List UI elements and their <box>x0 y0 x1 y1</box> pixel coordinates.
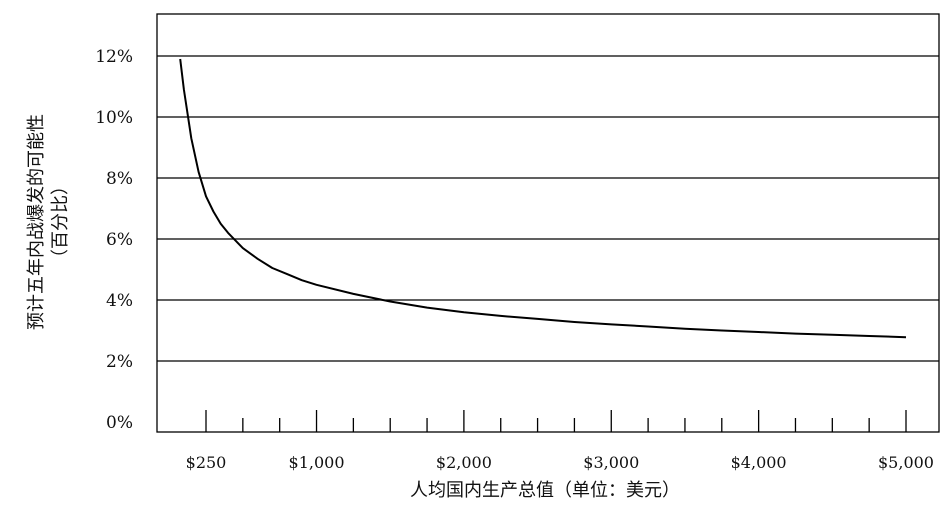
y-tick-label: 10% <box>95 108 133 128</box>
x-tick-label: $1,000 <box>289 453 345 472</box>
y-axis-title-line2: （百分比） <box>50 177 71 267</box>
series-lines <box>179 58 907 339</box>
x-tick-label: $3,000 <box>583 453 639 472</box>
grid-lines <box>157 55 939 362</box>
y-tick-label: 8% <box>106 169 133 189</box>
y-axis-title-line1: 预计五年内战爆发的可能性 <box>26 114 47 330</box>
y-tick-label: 6% <box>106 230 133 250</box>
x-ticks: $250 $1,000 $2,000 $3,000 $4,000 $5,000 <box>186 410 934 472</box>
y-tick-label: 4% <box>106 291 133 311</box>
series-line-0 <box>179 58 907 339</box>
x-tick-label: $4,000 <box>731 453 787 472</box>
y-tick-label: 2% <box>106 352 133 372</box>
y-tick-label: 12% <box>95 47 133 67</box>
y-tick-label: 0% <box>106 413 133 433</box>
y-tick-labels: 0% 2% 4% 6% 8% 10% 12% <box>95 47 133 433</box>
plot-frame <box>156 13 940 433</box>
x-axis-title: 人均国内生产总值（单位：美元） <box>410 480 680 501</box>
x-tick-label: $5,000 <box>878 453 934 472</box>
x-tick-label: $250 <box>186 453 227 472</box>
x-tick-label: $2,000 <box>436 453 492 472</box>
